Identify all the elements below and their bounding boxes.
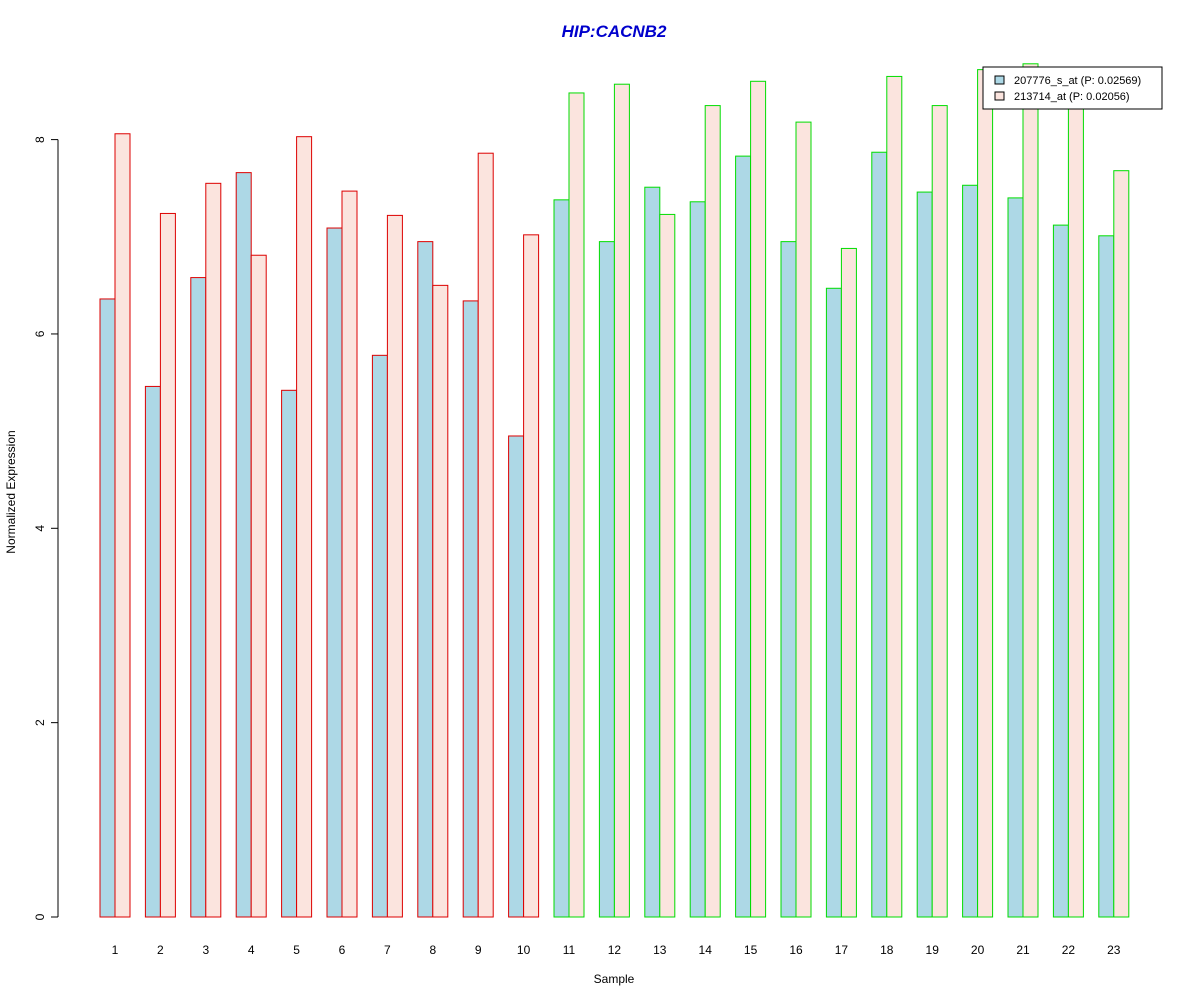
bar-207776-sample-13 xyxy=(644,186,661,918)
bar-207776-sample-1 xyxy=(99,298,116,918)
bar-213714-sample-9 xyxy=(477,152,494,918)
bar-213714-sample-4 xyxy=(250,254,267,918)
x-tick-label: 4 xyxy=(248,943,255,957)
x-tick-label: 8 xyxy=(429,943,436,957)
bar-213714-sample-21 xyxy=(1022,63,1039,918)
x-tick-labels: 1 2 3 4 5 6 7 8 9 10 11 12 13 14 15 16 17 18 19 20 21 22 23 xyxy=(112,943,1121,957)
bar-207776-sample-19 xyxy=(916,191,933,918)
bar-207776-sample-14 xyxy=(689,201,706,918)
bar-213714-sample-17 xyxy=(840,247,857,918)
x-tick-label: 14 xyxy=(699,943,713,957)
x-tick-label: 9 xyxy=(475,943,482,957)
bar-207776-sample-16 xyxy=(780,241,797,918)
x-tick-label: 22 xyxy=(1062,943,1076,957)
bars-group xyxy=(99,63,1130,918)
bar-213714-sample-19 xyxy=(931,105,948,918)
y-tick-label: 0 xyxy=(33,913,47,920)
bar-207776-sample-9 xyxy=(462,300,479,918)
bar-207776-sample-8 xyxy=(417,241,434,918)
bar-213714-sample-13 xyxy=(659,213,676,918)
y-tick-label: 8 xyxy=(33,136,47,143)
bar-207776-sample-20 xyxy=(962,184,979,918)
legend-box xyxy=(982,66,1163,110)
x-tick-label: 7 xyxy=(384,943,391,957)
bar-207776-sample-10 xyxy=(508,435,525,918)
bar-213714-sample-3 xyxy=(205,182,222,918)
bar-207776-sample-5 xyxy=(281,389,298,918)
bar-213714-sample-22 xyxy=(1067,69,1084,918)
bar-213714-sample-16 xyxy=(795,121,812,918)
x-tick-label: 19 xyxy=(926,943,940,957)
bar-207776-sample-2 xyxy=(144,385,161,918)
bar-207776-sample-3 xyxy=(190,277,207,918)
bar-207776-sample-18 xyxy=(871,151,888,918)
bar-213714-sample-2 xyxy=(159,212,176,918)
y-tick-label: 4 xyxy=(33,525,47,532)
bar-213714-sample-10 xyxy=(523,234,540,918)
chart-title: HIP:CACNB2 xyxy=(562,22,667,41)
bar-207776-sample-7 xyxy=(371,354,388,918)
bar-213714-sample-23 xyxy=(1113,170,1130,918)
x-tick-label: 5 xyxy=(293,943,300,957)
legend-swatch-213714 xyxy=(994,91,1005,101)
bar-213714-sample-14 xyxy=(704,105,721,918)
bar-207776-sample-22 xyxy=(1052,224,1069,918)
bar-213714-sample-7 xyxy=(386,214,403,918)
legend-label-207776: 207776_s_at (P: 0.02569) xyxy=(1014,75,1141,87)
x-tick-label: 11 xyxy=(563,943,576,957)
bar-213714-sample-11 xyxy=(568,92,585,918)
x-tick-label: 23 xyxy=(1107,943,1121,957)
x-tick-label: 10 xyxy=(517,943,531,957)
bar-207776-sample-15 xyxy=(735,155,752,918)
x-tick-label: 20 xyxy=(971,943,985,957)
bar-213714-sample-1 xyxy=(114,133,131,918)
legend-swatch-207776 xyxy=(994,75,1005,85)
legend-label-213714: 213714_at (P: 0.02056) xyxy=(1014,91,1130,103)
x-tick-label: 1 xyxy=(112,943,119,957)
y-tick-label: 6 xyxy=(33,330,47,337)
x-axis-label: Sample xyxy=(594,972,635,986)
legend: 207776_s_at (P: 0.02569) 213714_at (P: 0… xyxy=(982,66,1163,110)
bar-213714-sample-15 xyxy=(750,80,767,918)
bar-213714-sample-12 xyxy=(613,83,630,918)
x-tick-label: 12 xyxy=(608,943,622,957)
x-tick-label: 18 xyxy=(880,943,894,957)
bar-213714-sample-18 xyxy=(886,75,903,918)
bar-207776-sample-23 xyxy=(1098,235,1115,918)
bar-207776-sample-17 xyxy=(825,287,842,918)
y-axis-label: Normalized Expression xyxy=(4,430,18,553)
bar-207776-sample-4 xyxy=(235,172,252,918)
x-tick-label: 13 xyxy=(653,943,667,957)
bar-207776-sample-6 xyxy=(326,227,343,918)
x-tick-label: 17 xyxy=(835,943,849,957)
bar-213714-sample-20 xyxy=(977,69,994,918)
bar-207776-sample-21 xyxy=(1007,197,1024,918)
bar-213714-sample-8 xyxy=(432,284,449,918)
x-tick-label: 15 xyxy=(744,943,758,957)
bar-213714-sample-6 xyxy=(341,190,358,918)
x-tick-label: 6 xyxy=(339,943,346,957)
bar-213714-sample-5 xyxy=(296,136,313,918)
x-tick-label: 21 xyxy=(1016,943,1030,957)
x-tick-label: 3 xyxy=(202,943,209,957)
x-tick-label: 16 xyxy=(789,943,803,957)
bar-207776-sample-12 xyxy=(598,241,615,918)
bar-207776-sample-11 xyxy=(553,199,570,918)
y-axis: 0 2 4 6 8 xyxy=(33,136,59,920)
x-tick-label: 2 xyxy=(157,943,164,957)
y-tick-label: 2 xyxy=(33,719,47,726)
